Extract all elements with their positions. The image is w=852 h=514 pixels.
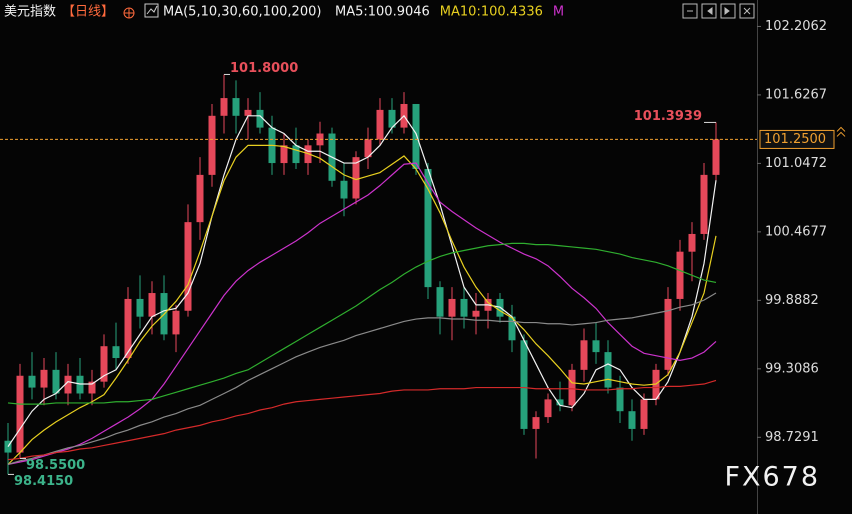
candle-body — [280, 145, 288, 164]
next-button[interactable] — [720, 3, 736, 19]
ma-line — [7, 379, 717, 461]
candle-body — [244, 109, 252, 116]
candle-body — [700, 174, 708, 234]
candle-body — [184, 222, 192, 311]
candle-body — [16, 375, 24, 453]
candle-body — [688, 233, 696, 252]
candle-body — [520, 340, 528, 429]
candle-body — [556, 399, 564, 406]
candle-body — [256, 109, 264, 128]
candle-body — [664, 298, 672, 370]
chart-title: 美元指数 — [4, 5, 56, 20]
candle-body — [592, 340, 600, 353]
current-price-label: 101.2500 — [764, 132, 826, 147]
y-tick-label: 99.3086 — [765, 361, 819, 376]
toolbar — [682, 3, 755, 19]
candles — [4, 74, 720, 475]
y-tick-label: 101.6267 — [765, 87, 827, 102]
candle-body — [424, 168, 432, 288]
candle-body — [472, 310, 480, 317]
candle-body — [568, 369, 576, 406]
current-price-arrow — [836, 126, 846, 137]
candle-body — [532, 417, 540, 429]
candle-body — [508, 316, 516, 341]
y-tick-label: 101.0472 — [765, 156, 827, 171]
extreme-label: 101.3939 — [634, 109, 702, 124]
candle-body — [628, 411, 636, 429]
candle-body — [220, 98, 228, 116]
ma-label: MA(5,10,30,60,100,200) — [163, 5, 321, 20]
candle-body — [148, 293, 156, 317]
candle-body — [412, 103, 420, 169]
candle-body — [4, 440, 12, 453]
settings-icon[interactable] — [123, 7, 135, 19]
candle-body — [64, 375, 72, 394]
candle-body — [640, 399, 648, 429]
candle-body — [28, 375, 36, 388]
fullscreen-button[interactable] — [682, 3, 698, 19]
ma-line — [7, 162, 717, 465]
candle-body — [580, 340, 588, 370]
candle-body — [676, 251, 684, 299]
candle-body — [340, 180, 348, 199]
legend-entry: MA5:100.9046 — [335, 5, 430, 20]
extreme-label: 98.4150 — [14, 474, 73, 489]
period-label[interactable]: 【日线】 — [62, 5, 114, 20]
y-tick-label: 98.7291 — [765, 430, 819, 445]
prev-button[interactable] — [701, 3, 717, 19]
candle-body — [52, 369, 60, 394]
candle-body — [448, 298, 456, 317]
candle-body — [112, 346, 120, 359]
candle-body — [208, 115, 216, 175]
candle-body — [436, 287, 444, 317]
candle-body — [40, 369, 48, 388]
y-tick-label: 99.8882 — [765, 293, 819, 308]
candle-body — [292, 145, 300, 164]
candle-body — [376, 109, 384, 140]
candle-body — [136, 298, 144, 317]
candle-body — [172, 310, 180, 335]
candle-body — [616, 387, 624, 412]
candle-body — [88, 381, 96, 394]
candle-body — [604, 352, 612, 388]
candle-body — [232, 98, 240, 116]
candle-body — [460, 298, 468, 317]
candle-body — [712, 139, 720, 175]
legend-entry: MA10:100.4336 — [440, 5, 543, 20]
extreme-label: 101.8000 — [230, 61, 298, 76]
candle-body — [388, 109, 396, 128]
candle-body — [100, 346, 108, 382]
ma-line — [7, 114, 717, 447]
candle-body — [124, 298, 132, 359]
candle-body — [544, 399, 552, 418]
watermark: FX678 — [724, 462, 820, 493]
candle-body — [196, 174, 204, 223]
candle-body — [364, 139, 372, 158]
ma-line — [7, 292, 717, 465]
current-price-box — [759, 129, 835, 149]
legend-entry: M — [553, 5, 564, 20]
close-button[interactable] — [739, 3, 755, 19]
ma-line — [7, 242, 717, 405]
candle-body — [352, 157, 360, 199]
ma-line — [7, 144, 717, 465]
indicator-icon[interactable] — [144, 3, 159, 18]
y-tick-label: 102.2062 — [765, 19, 827, 34]
extreme-label: 98.5500 — [26, 458, 85, 473]
y-tick-label: 100.4677 — [765, 224, 827, 239]
